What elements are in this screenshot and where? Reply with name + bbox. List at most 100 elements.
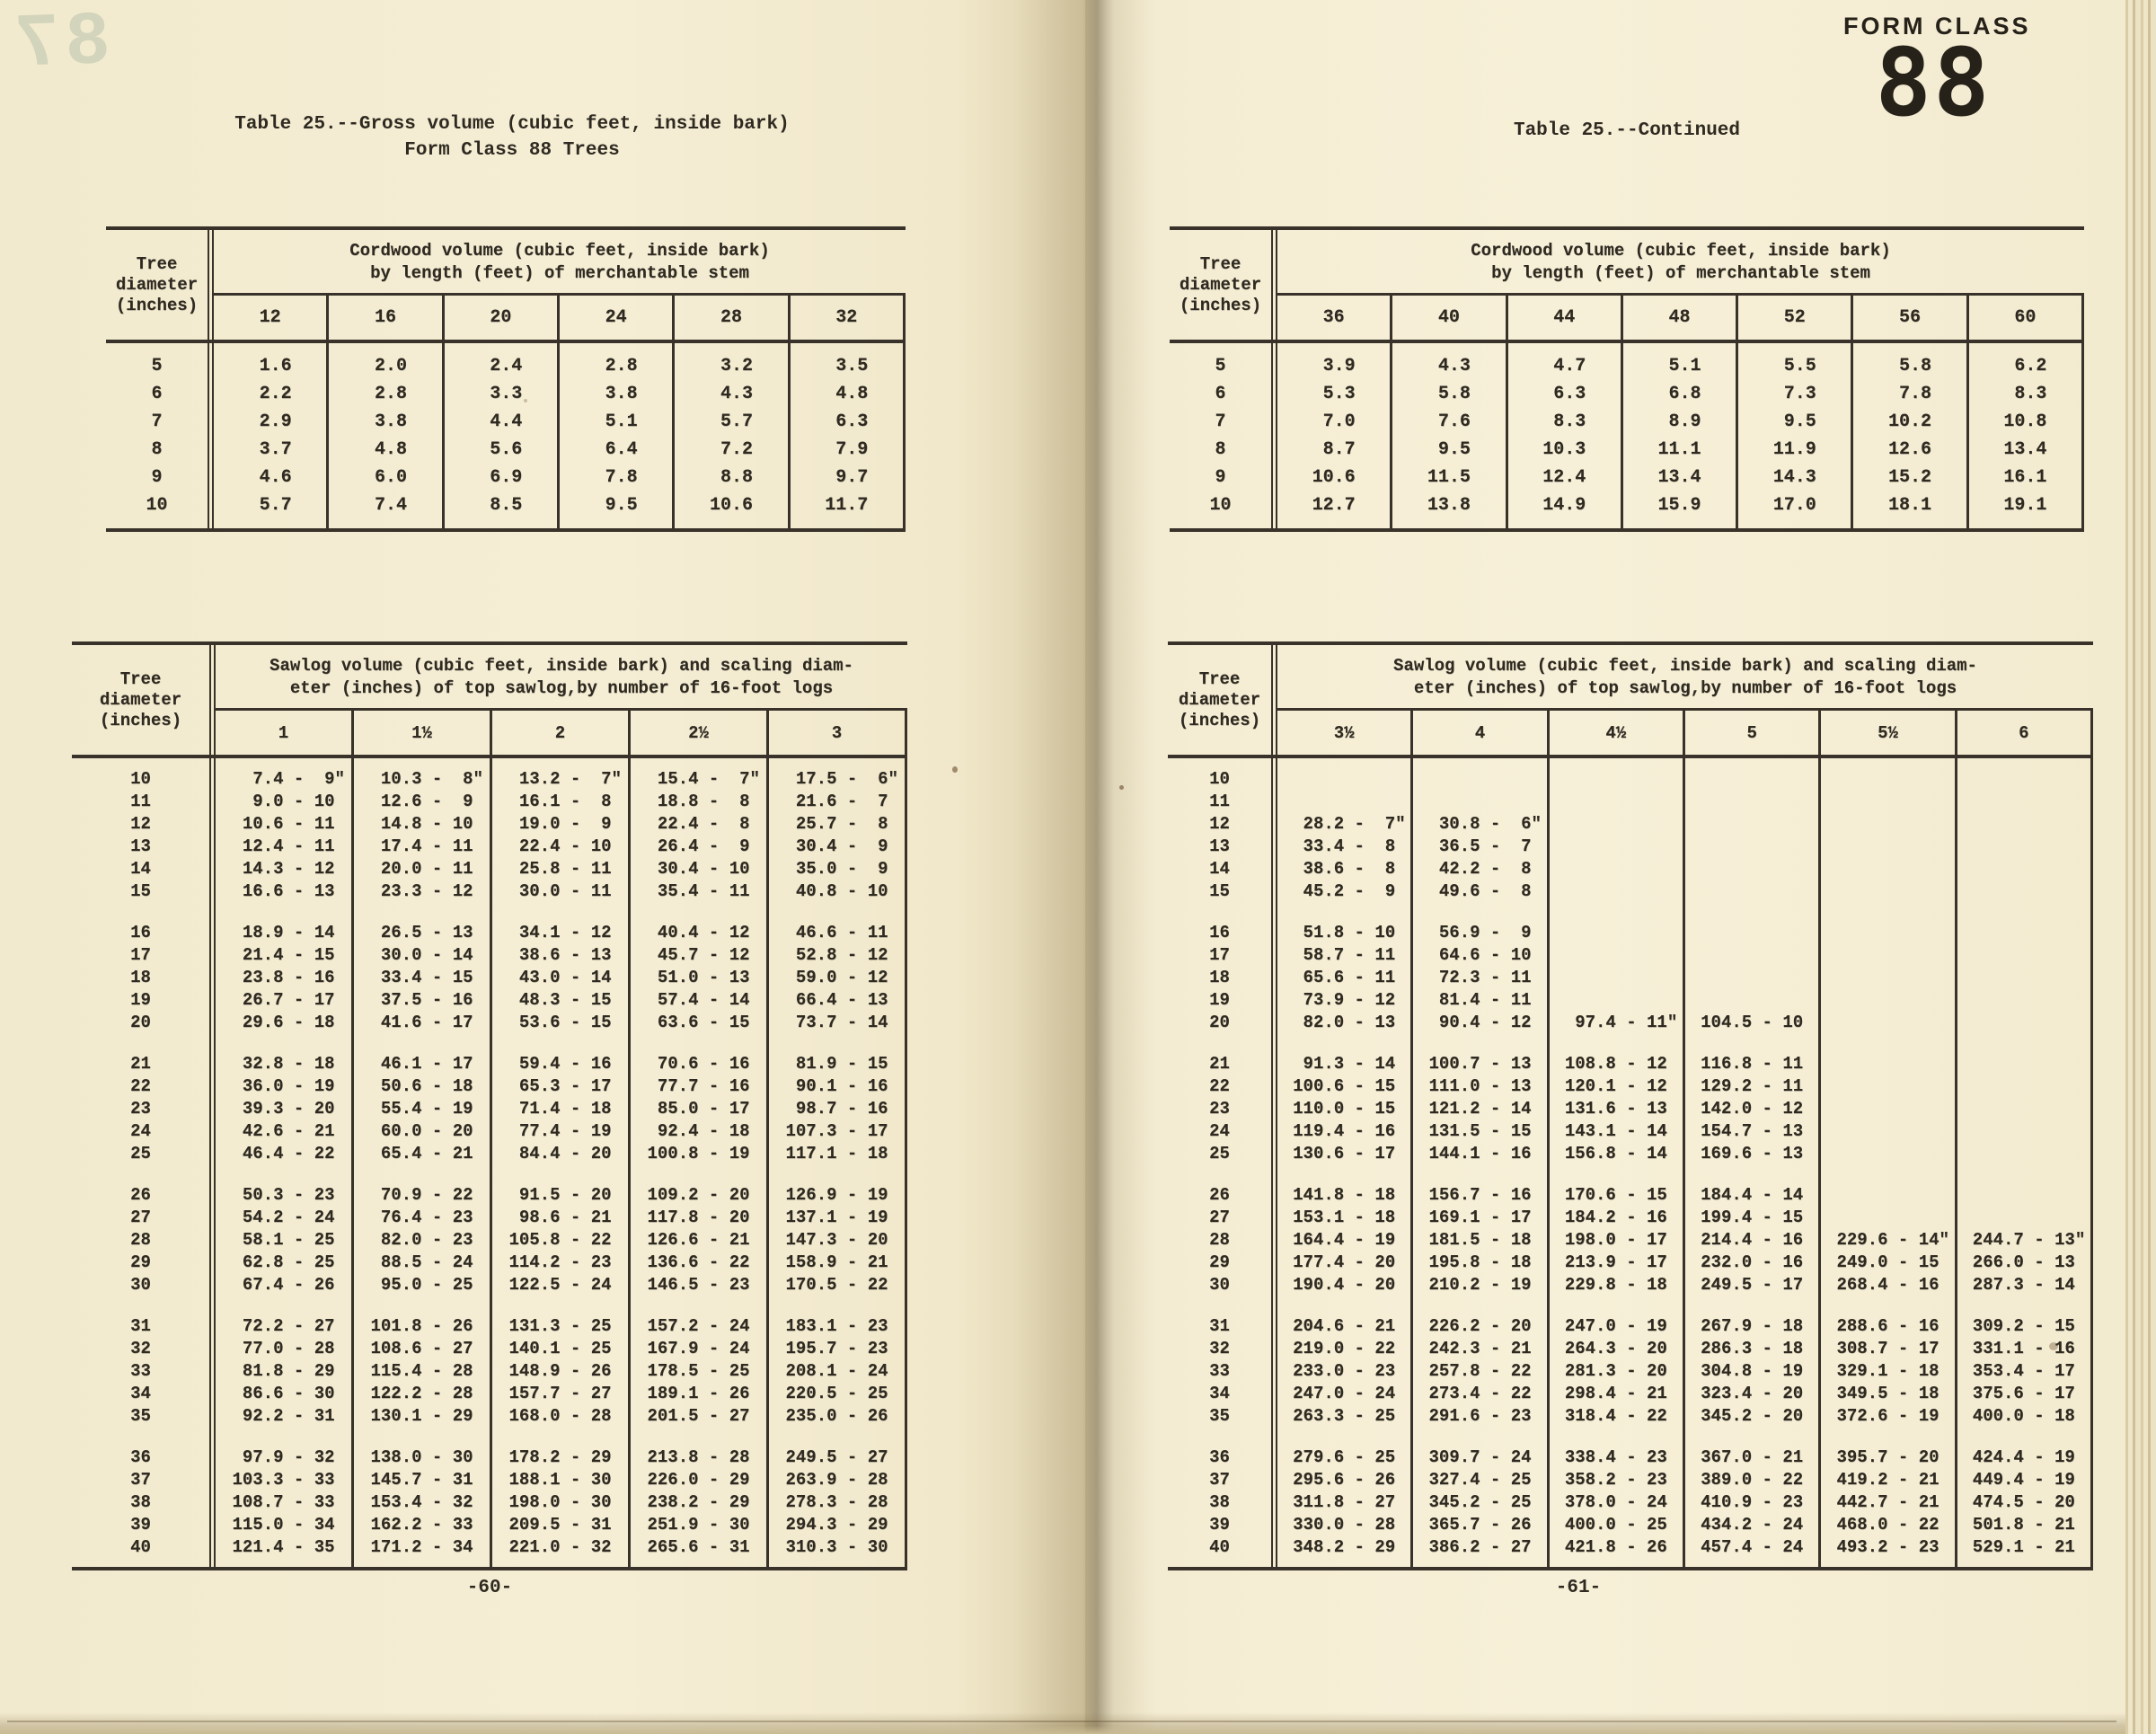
diameter-cell: 14 [1168, 857, 1277, 880]
table-row: 5 1.6 2.0 2.4 2.8 3.2 3.5 [106, 352, 906, 380]
column-label: 40 [1390, 296, 1505, 340]
volume-cell: 35.4 - 11 [628, 880, 766, 902]
volume-cell: 353.4 - 17 [1954, 1359, 2093, 1382]
diameter-cell: 26 [1168, 1183, 1277, 1206]
stain [1119, 785, 1124, 790]
span-header-line: by length (feet) of merchantable stem [1491, 263, 1870, 283]
table-row: 13 33.4 - 8 36.5 - 7 [1168, 835, 2093, 857]
volume-cell: 12.4 [1505, 464, 1621, 491]
volume-cell [1620, 519, 1736, 528]
volume-cell [351, 758, 490, 767]
volume-cell: 9.5 [556, 491, 672, 519]
volume-cell: 162.2 - 33 [351, 1513, 490, 1535]
volume-cell: 201.5 - 27 [628, 1404, 766, 1427]
volume-cell: 20.0 - 11 [351, 857, 490, 880]
volume-cell [1390, 519, 1505, 528]
volume-cell: 62.8 - 25 [242, 1252, 335, 1272]
column-labels: 12 16 20 24 28 32 [214, 296, 906, 340]
form-class-block: FORM CLASS 88 [1843, 13, 2028, 129]
volume-cell: 204.6 - 21 [1293, 1315, 1396, 1336]
volume-cell [1954, 1142, 2093, 1164]
volume-cell: 108.8 - 12 [1546, 1052, 1683, 1075]
volume-cell [1682, 1296, 1818, 1314]
diameter-cell: 36 [1168, 1446, 1277, 1468]
volume-cell [1851, 519, 1966, 528]
diameter-cell: 28 [1168, 1228, 1277, 1251]
volume-cell: 386.2 - 27 [1410, 1535, 1546, 1558]
volume-cell: 70.9 - 22 [351, 1183, 490, 1206]
volume-cell [490, 1033, 628, 1052]
volume-cell: 65.4 - 21 [351, 1142, 490, 1164]
volume-cell [1277, 902, 1410, 921]
diameter-cell: 8 [1170, 436, 1277, 464]
volume-cell: 210.2 - 19 [1410, 1273, 1546, 1296]
volume-cell [1410, 1033, 1546, 1052]
table-row: 37 295.6 - 26 327.4 - 25 358.2 - 23 389.0 - … [1168, 1468, 2093, 1491]
volume-cell: 16.1 - 8 [490, 790, 628, 812]
volume-cell [1682, 767, 1818, 790]
volume-cell: 309.2 - 15 [1954, 1314, 2093, 1337]
table-row: 12 28.2 - 7" 30.8 - 6" [1168, 812, 2093, 835]
volume-cell: 153.1 - 18 [1293, 1207, 1396, 1227]
table-row: 11 9.0 - 10 12.6 - 9 16.1 - 8 18.8 - 8 21.6 -… [72, 790, 907, 812]
volume-cell: 35.0 - 9 [766, 857, 907, 880]
volume-cell: 50.3 - 23 [242, 1184, 335, 1205]
volume-cell: 51.8 - 10 [1303, 922, 1396, 942]
volume-cell: 111.0 - 13 [1410, 1075, 1546, 1097]
volume-cell: 91.3 - 14 [1303, 1053, 1396, 1074]
table-row: 36 97.9 - 32 138.0 - 30 178.2 - 29 213.8 - 2… [72, 1446, 907, 1468]
table-row: 29 177.4 - 20 195.8 - 18 213.9 - 17 232.0 - … [1168, 1251, 2093, 1273]
volume-cell: 4.6 [259, 467, 292, 488]
volume-cell [672, 343, 787, 352]
diameter-cell [1168, 1427, 1277, 1446]
column-labels: 1 1½ 2 2½ 3 [216, 711, 907, 755]
diameter-cell: 34 [1168, 1382, 1277, 1404]
volume-cell [1682, 921, 1818, 943]
volume-cell: 16.1 [1966, 464, 2084, 491]
volume-cell: 16.6 - 13 [242, 880, 335, 901]
table-header: Tree diameter (inches) Sawlog volume (cubic… [1168, 645, 2093, 758]
volume-cell: 9.0 - 10 [252, 791, 335, 811]
volume-cell: 10.2 [1851, 408, 1966, 436]
diameter-cell: 5 [1170, 352, 1277, 380]
volume-cell [1966, 343, 2084, 352]
diameter-cell: 7 [106, 408, 214, 436]
diameter-cell: 22 [72, 1075, 216, 1097]
volume-cell [1736, 519, 1851, 528]
volume-cell: 229.8 - 18 [1546, 1273, 1683, 1296]
column-label: 52 [1736, 296, 1851, 340]
volume-cell: 7.4 - 9" [252, 768, 345, 789]
diameter-cell: 5 [106, 352, 214, 380]
volume-cell: 36.5 - 7 [1410, 835, 1546, 857]
volume-cell [1954, 1558, 2093, 1567]
volume-cell: 3.2 [672, 352, 787, 380]
table-row: 37 103.3 - 33 145.7 - 31 188.1 - 30 226.0 - … [72, 1468, 907, 1491]
volume-cell: 298.4 - 21 [1546, 1382, 1683, 1404]
volume-cell: 263.9 - 28 [766, 1468, 907, 1491]
volume-cell: 57.4 - 14 [628, 988, 766, 1011]
row-header-line: diameter [1178, 689, 1261, 710]
volume-cell: 266.0 - 13 [1954, 1251, 2093, 1273]
volume-cell: 181.5 - 18 [1410, 1228, 1546, 1251]
table-row: 10 12.7 13.8 14.9 15.9 17.0 18.1 19.1 [1170, 491, 2084, 519]
volume-cell: 17.5 - 6" [766, 767, 907, 790]
volume-cell: 110.0 - 15 [1293, 1098, 1396, 1119]
volume-cell: 242.3 - 21 [1410, 1337, 1546, 1359]
diameter-cell: 9 [1170, 464, 1277, 491]
volume-cell: 140.1 - 25 [490, 1337, 628, 1359]
volume-cell [1546, 857, 1683, 880]
table-row: 21 32.8 - 18 46.1 - 17 59.4 - 16 70.6 - 16 81… [72, 1052, 907, 1075]
volume-cell: 107.3 - 17 [766, 1119, 907, 1142]
column-label: 3½ [1333, 722, 1355, 743]
volume-cell [1736, 343, 1851, 352]
volume-cell: 184.4 - 14 [1682, 1183, 1818, 1206]
right-page [1085, 0, 2125, 1734]
volume-cell: 157.2 - 24 [628, 1314, 766, 1337]
volume-cell [1818, 1183, 1954, 1206]
volume-cell: 375.6 - 17 [1954, 1382, 2093, 1404]
table-row: 15 45.2 - 9 49.6 - 8 [1168, 880, 2093, 902]
diameter-cell: 12 [1168, 812, 1277, 835]
volume-cell: 6.4 [556, 436, 672, 464]
diameter-cell: 31 [72, 1314, 216, 1337]
span-header-line: Cordwood volume (cubic feet, inside bark… [349, 241, 770, 261]
